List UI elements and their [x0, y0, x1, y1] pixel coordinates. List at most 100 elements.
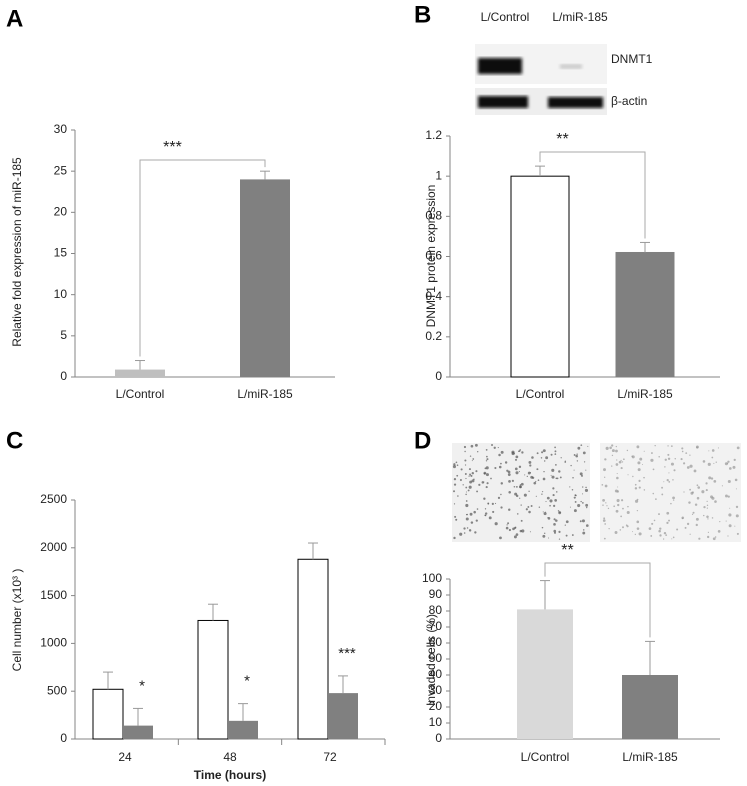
cell-dot: [705, 489, 708, 492]
panel-label: C: [6, 427, 23, 454]
cell-dot: [456, 474, 459, 477]
blot-band: [548, 97, 603, 108]
cell-dot: [516, 513, 519, 515]
cell-dot: [727, 460, 730, 463]
cell-dot: [564, 461, 567, 463]
cell-dot: [615, 463, 619, 466]
cell-dot: [554, 499, 557, 502]
cell-dot: [484, 514, 487, 517]
band-label: DNMT1: [611, 52, 653, 66]
cell-dot: [557, 510, 560, 512]
y-tick-label: 0.6: [425, 249, 442, 263]
cell-dot: [520, 519, 523, 522]
cell-dot: [604, 458, 607, 461]
cell-dot: [609, 446, 612, 450]
cell-dot: [469, 473, 472, 476]
western-blot: [475, 44, 607, 115]
cell-dot: [542, 534, 546, 538]
cell-dot: [585, 524, 589, 527]
cell-dot: [639, 457, 643, 461]
cell-dot: [727, 479, 731, 484]
significance-label: *: [139, 677, 145, 694]
cell-dot: [460, 468, 463, 471]
cell-dot: [453, 536, 456, 540]
cell-dot: [602, 498, 605, 502]
cell-dot: [667, 457, 671, 460]
cell-dot: [472, 458, 475, 460]
cell-dot: [470, 521, 474, 524]
cell-dot: [463, 532, 466, 534]
cell-dot: [651, 522, 654, 525]
cell-dot: [543, 470, 545, 473]
cell-dot: [685, 452, 688, 455]
cell-dot: [689, 533, 691, 535]
bar: [510, 175, 570, 378]
cell-dot: [477, 451, 479, 453]
cell-dot: [541, 491, 544, 493]
cell-dot: [524, 474, 526, 476]
cell-dot: [727, 535, 729, 537]
cell-dot: [478, 483, 481, 486]
cell-dot: [536, 452, 539, 455]
y-tick-label: 1: [435, 168, 442, 182]
cell-dot: [558, 470, 561, 473]
cell-dot: [577, 446, 581, 450]
cell-dot: [696, 484, 699, 487]
cell-dot: [705, 482, 708, 485]
cell-dot: [469, 480, 473, 484]
y-axis-label: Relative fold expression of miR-185: [10, 157, 24, 347]
cell-dot: [570, 464, 572, 467]
cell-dot: [621, 461, 624, 463]
cell-dot: [553, 518, 556, 521]
cell-dot: [672, 496, 675, 500]
significance-label: ***: [163, 139, 182, 156]
cell-dot: [538, 506, 541, 508]
cell-dot: [494, 522, 498, 526]
cell-dot: [735, 505, 739, 509]
cell-dot: [736, 532, 739, 535]
cell-dot: [614, 531, 618, 534]
cell-dot: [680, 458, 683, 461]
cell-dot: [506, 524, 508, 526]
y-tick-label: 90: [429, 587, 443, 601]
cell-dot: [529, 531, 531, 533]
cell-dot: [553, 529, 557, 533]
cell-dot: [711, 456, 714, 459]
cell-dot: [686, 466, 690, 469]
significance-bracket: [544, 562, 651, 638]
cell-dot: [580, 444, 583, 447]
cell-dot: [637, 461, 641, 465]
cell-dot: [552, 487, 555, 490]
cell-dot: [682, 462, 686, 465]
cell-dot: [668, 519, 670, 522]
y-tick-label: 100: [422, 571, 442, 585]
cell-dot: [484, 467, 487, 470]
cell-dot: [620, 467, 623, 470]
cell-dot: [485, 448, 488, 451]
y-tick-label: 70: [429, 619, 443, 633]
cell-dot: [475, 519, 478, 522]
cell-dot: [464, 450, 466, 453]
cell-dot: [602, 504, 604, 506]
cell-dot: [565, 534, 568, 537]
cell-dot: [686, 522, 690, 526]
cell-dot: [689, 488, 692, 491]
cell-dot: [465, 517, 469, 521]
cell-dot: [573, 496, 576, 499]
cell-dot: [638, 532, 642, 536]
cell-dot: [555, 491, 558, 493]
x-tick-label: L/miR-185: [237, 387, 293, 401]
cell-dot: [661, 493, 664, 496]
cell-dot: [537, 479, 540, 482]
cell-dot: [733, 458, 736, 461]
cell-dot: [666, 511, 670, 515]
cell-dot: [504, 461, 508, 464]
cell-dot: [487, 503, 490, 505]
cell-dot: [734, 525, 736, 527]
cell-dot: [658, 455, 660, 458]
cell-dot: [555, 463, 557, 466]
cell-dot: [528, 460, 532, 464]
cell-dot: [540, 457, 543, 459]
cell-dot: [515, 494, 519, 498]
cell-dot: [473, 510, 476, 514]
